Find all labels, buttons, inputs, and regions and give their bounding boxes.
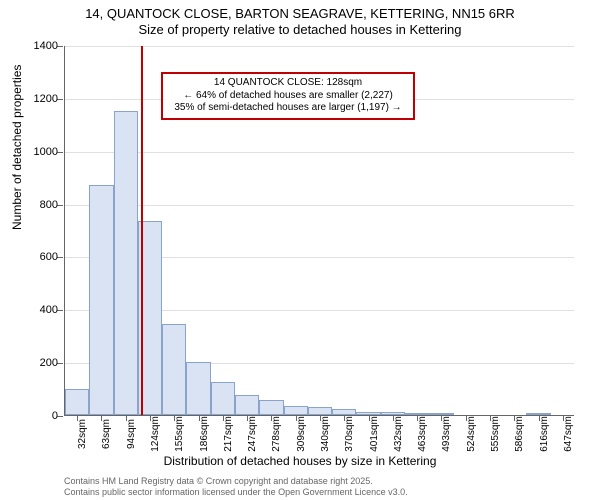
histogram-bar <box>284 406 308 415</box>
y-tick-label: 400 <box>18 304 58 316</box>
y-tick-label: 800 <box>18 199 58 211</box>
x-tick-label: 309sqm <box>296 416 307 452</box>
callout-box: 14 QUANTOCK CLOSE: 128sqm← 64% of detach… <box>161 72 415 120</box>
footer-line-1: Contains HM Land Registry data © Crown c… <box>64 476 408 487</box>
x-tick-label: 340sqm <box>320 416 331 452</box>
x-tick-label: 155sqm <box>174 416 185 452</box>
x-tick-label: 586sqm <box>514 416 525 452</box>
x-tick-label: 401sqm <box>369 416 380 452</box>
x-tick-label: 63sqm <box>101 419 112 449</box>
callout-line-1: 14 QUANTOCK CLOSE: 128sqm <box>169 77 407 90</box>
y-tick-label: 1000 <box>18 146 58 158</box>
y-tick-label: 0 <box>18 410 58 422</box>
y-tick-label: 600 <box>18 251 58 263</box>
x-tick-label: 432sqm <box>393 416 404 452</box>
histogram-bar <box>114 111 138 415</box>
x-tick-label: 186sqm <box>199 416 210 452</box>
x-tick-label: 555sqm <box>490 416 501 452</box>
plot-region: 020040060080010001200140032sqm63sqm94sqm… <box>64 46 574 416</box>
chart-container: 14, QUANTOCK CLOSE, BARTON SEAGRAVE, KET… <box>0 0 600 500</box>
x-tick-label: 94sqm <box>126 419 137 449</box>
y-tick-label: 1400 <box>18 40 58 52</box>
callout-line-2: ← 64% of detached houses are smaller (2,… <box>169 90 407 103</box>
reference-line <box>141 46 143 415</box>
histogram-bar <box>259 400 283 415</box>
title-line-2: Size of property relative to detached ho… <box>0 22 600 38</box>
title-block: 14, QUANTOCK CLOSE, BARTON SEAGRAVE, KET… <box>0 6 600 39</box>
x-tick-label: 278sqm <box>271 416 282 452</box>
callout-line-3: 35% of semi-detached houses are larger (… <box>169 102 407 115</box>
chart-area: 020040060080010001200140032sqm63sqm94sqm… <box>64 46 574 416</box>
attribution-footer: Contains HM Land Registry data © Crown c… <box>64 476 408 498</box>
histogram-bar <box>211 382 235 415</box>
x-tick-label: 647sqm <box>563 416 574 452</box>
x-tick-label: 247sqm <box>247 416 258 452</box>
y-tick-label: 200 <box>18 357 58 369</box>
x-axis-label: Distribution of detached houses by size … <box>0 454 600 468</box>
x-tick-label: 370sqm <box>344 416 355 452</box>
title-line-1: 14, QUANTOCK CLOSE, BARTON SEAGRAVE, KET… <box>0 6 600 22</box>
x-tick-label: 463sqm <box>417 416 428 452</box>
histogram-bar <box>235 395 259 415</box>
x-tick-label: 32sqm <box>77 419 88 449</box>
histogram-bar <box>162 324 186 415</box>
histogram-bar <box>89 185 113 415</box>
x-tick-label: 616sqm <box>539 416 550 452</box>
x-tick-label: 524sqm <box>466 416 477 452</box>
histogram-bar <box>308 407 332 415</box>
x-tick-label: 124sqm <box>150 416 161 452</box>
histogram-bar <box>186 362 210 415</box>
y-axis-label: Number of detached properties <box>10 65 24 230</box>
x-tick-label: 493sqm <box>441 416 452 452</box>
y-tick-label: 1200 <box>18 93 58 105</box>
histogram-bar <box>65 389 89 415</box>
footer-line-2: Contains public sector information licen… <box>64 487 408 498</box>
x-tick-label: 217sqm <box>223 416 234 452</box>
